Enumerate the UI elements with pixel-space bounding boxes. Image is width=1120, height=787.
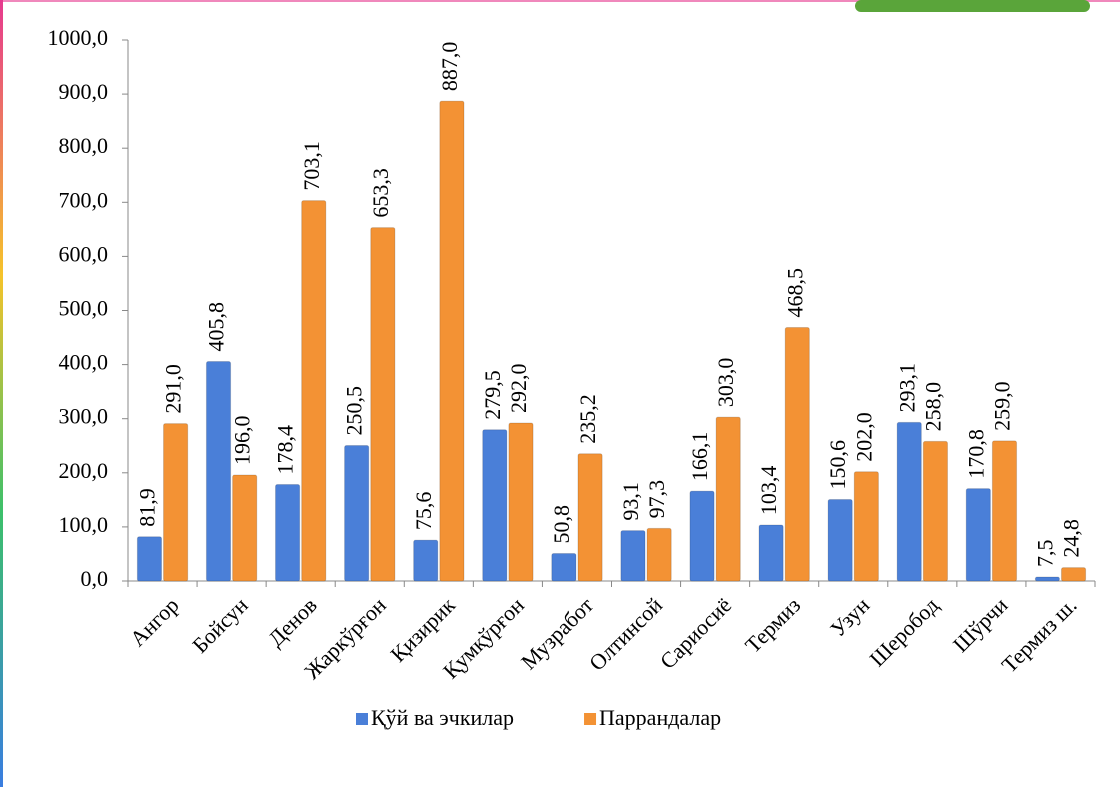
- y-tick-label: 100,0: [59, 512, 109, 537]
- value-label: 75,6: [411, 492, 436, 531]
- x-tick-label: Термиз: [740, 592, 805, 657]
- bar: [716, 417, 740, 581]
- y-tick-label: 400,0: [59, 350, 109, 375]
- value-label: 259,0: [990, 381, 1015, 431]
- bar: [552, 554, 576, 581]
- y-tick-label: 900,0: [59, 79, 109, 104]
- value-label: 166,1: [687, 432, 712, 482]
- value-label: 7,5: [1032, 539, 1057, 567]
- bar: [578, 454, 602, 581]
- decorative-edge: [0, 0, 3, 787]
- y-tick-label: 600,0: [59, 241, 109, 266]
- bar: [1035, 577, 1059, 581]
- x-tick-label: Сариосиё: [655, 592, 736, 673]
- legend-swatch: [584, 713, 596, 725]
- decorative-grass: [855, 0, 1090, 12]
- bar: [759, 525, 783, 581]
- bar: [854, 472, 878, 581]
- value-label: 196,0: [230, 415, 255, 465]
- value-label: 293,1: [894, 363, 919, 413]
- x-tick-label: Музработ: [516, 592, 598, 674]
- bar: [897, 422, 921, 581]
- x-tick-label: Денов: [263, 592, 322, 651]
- bar: [509, 423, 533, 581]
- value-label: 258,0: [920, 382, 945, 432]
- bar: [233, 475, 257, 581]
- value-label: 250,5: [342, 386, 367, 436]
- x-tick-label: Ангор: [125, 592, 184, 651]
- value-label: 405,8: [204, 302, 229, 352]
- bar: [785, 328, 809, 581]
- bar: [276, 484, 300, 581]
- legend-label: Қўй ва эчкилар: [371, 705, 514, 730]
- bar: [164, 424, 188, 581]
- bar: [647, 528, 671, 581]
- y-tick-label: 500,0: [59, 296, 109, 321]
- x-tick-label: Шеробод: [864, 592, 943, 671]
- legend-label: Паррандалар: [599, 705, 721, 730]
- chart: 0,0 100,0 200,0 300,0 400,0 500,0 600,0 700,0 80…: [0, 0, 1120, 787]
- value-label: 235,2: [575, 394, 600, 444]
- value-label: 653,3: [368, 168, 393, 218]
- value-label: 292,0: [506, 364, 531, 414]
- bar: [137, 537, 161, 581]
- y-tick-label: 700,0: [59, 187, 109, 212]
- bar: [345, 445, 369, 581]
- value-label: 279,5: [480, 370, 505, 420]
- value-label: 178,4: [273, 425, 298, 475]
- bar: [1061, 568, 1085, 581]
- bar: [206, 361, 230, 581]
- bar: [371, 228, 395, 581]
- bar: [414, 540, 438, 581]
- bar: [483, 430, 507, 581]
- x-tick-label: Шўрчи: [948, 592, 1013, 657]
- value-label: 24,8: [1059, 519, 1084, 558]
- value-label: 170,8: [963, 429, 988, 479]
- value-label: 291,0: [161, 364, 186, 414]
- value-label: 103,4: [756, 466, 781, 516]
- y-tick-label: 0,0: [81, 566, 109, 591]
- y-tick-label: 200,0: [59, 458, 109, 483]
- bar: [690, 491, 714, 581]
- legend-swatch: [356, 713, 368, 725]
- value-label: 81,9: [134, 488, 159, 527]
- x-tick-label: Узун: [825, 592, 874, 641]
- y-tick-label: 1000,0: [48, 25, 109, 50]
- bar: [440, 101, 464, 581]
- bar: [828, 500, 852, 581]
- y-tick-label: 800,0: [59, 133, 109, 158]
- bar: [621, 531, 645, 581]
- value-label: 468,5: [782, 268, 807, 318]
- x-tick-label: Бойсун: [187, 592, 253, 658]
- bar: [992, 441, 1016, 581]
- y-tick-label: 300,0: [59, 404, 109, 429]
- value-label: 887,0: [437, 42, 462, 92]
- x-tick-label: Олтинсой: [584, 592, 667, 675]
- value-label: 97,3: [644, 480, 669, 519]
- value-label: 703,1: [299, 141, 324, 191]
- bar: [966, 489, 990, 581]
- x-tick-label: Термиз ш.: [996, 592, 1081, 677]
- bar: [923, 441, 947, 581]
- value-label: 202,0: [851, 412, 876, 462]
- bar: [302, 201, 326, 581]
- value-label: 150,6: [825, 440, 850, 490]
- value-label: 93,1: [618, 482, 643, 521]
- value-label: 50,8: [549, 505, 574, 544]
- value-label: 303,0: [713, 358, 738, 408]
